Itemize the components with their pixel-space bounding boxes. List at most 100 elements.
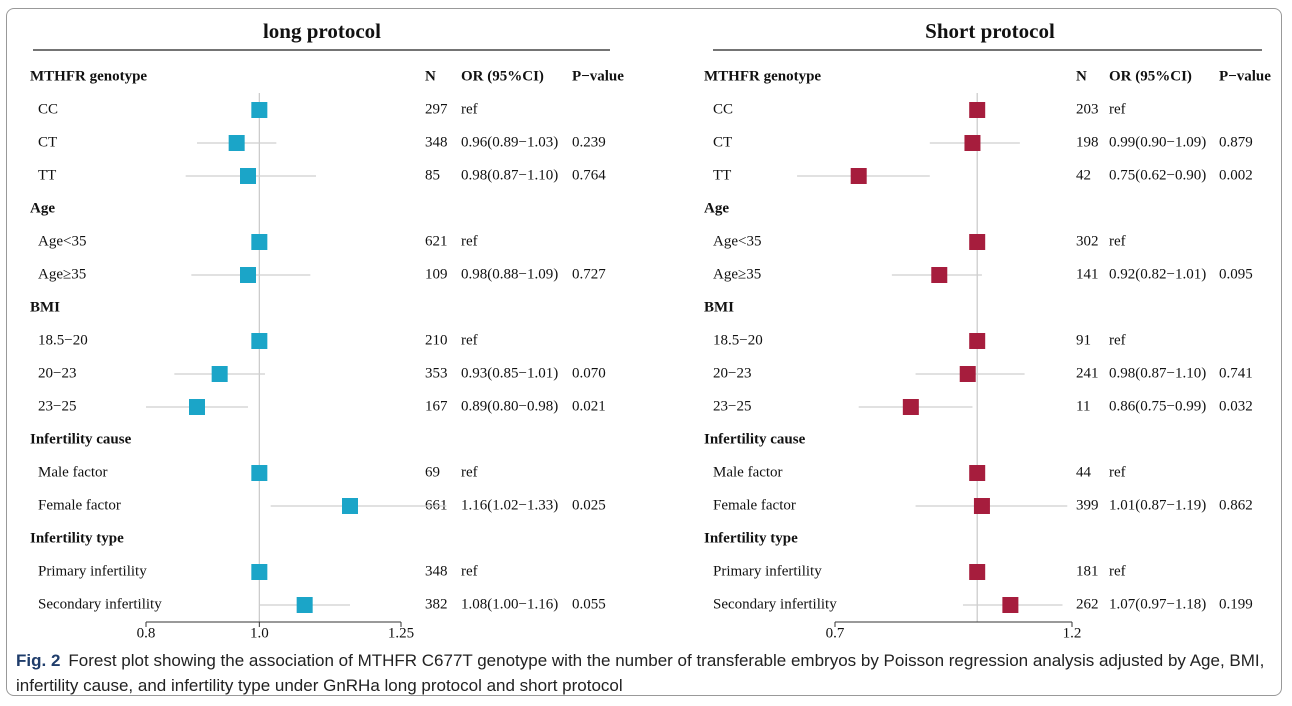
row-label: 20−23: [38, 365, 76, 381]
or-label: 1.07(0.97−1.18): [1109, 596, 1206, 612]
or-label: 0.93(0.85−1.01): [461, 365, 558, 381]
row-label: TT: [38, 167, 56, 183]
n-label: 348: [425, 134, 448, 150]
p-label: 0.032: [1219, 398, 1253, 414]
n-label: 167: [425, 398, 448, 414]
or-label: 0.92(0.82−1.01): [1109, 266, 1206, 282]
estimate: [969, 564, 986, 580]
p-label: 0.727: [572, 266, 606, 282]
x-tick-label: 1.0: [250, 625, 269, 641]
n-label: 198: [1076, 134, 1099, 150]
estimate: [969, 234, 986, 250]
caption-text: Forest plot showing the association of M…: [16, 651, 1265, 695]
x-tick-label: 1.2: [1063, 625, 1082, 641]
p-label: 0.879: [1219, 134, 1253, 150]
n-label: 141: [1076, 266, 1099, 282]
row-label: Primary infertility: [38, 563, 147, 579]
row-label: Age≥35: [713, 266, 761, 282]
row-label: Female factor: [713, 497, 796, 513]
n-label: 11: [1076, 398, 1090, 414]
p-label: 0.070: [572, 365, 606, 381]
p-label: 0.025: [572, 497, 606, 513]
estimate: [850, 168, 867, 184]
row-label: 23−25: [38, 398, 76, 414]
estimate: [211, 366, 228, 382]
row-label: Secondary infertility: [38, 596, 162, 612]
n-label: 297: [425, 101, 448, 117]
x-tick-label: 1.25: [388, 625, 414, 641]
row-label: CT: [713, 134, 732, 150]
estimate: [902, 399, 919, 415]
or-label: ref: [461, 233, 478, 249]
or-label: 0.98(0.87−1.10): [1109, 365, 1206, 381]
row-label: 23−25: [713, 398, 751, 414]
estimate: [931, 267, 948, 283]
column-header: N: [1076, 68, 1087, 84]
row-label: Female factor: [38, 497, 121, 513]
n-label: 399: [1076, 497, 1099, 513]
estimate: [240, 168, 256, 184]
n-label: 210: [425, 332, 448, 348]
n-label: 44: [1076, 464, 1092, 480]
or-label: 0.96(0.89−1.03): [461, 134, 558, 150]
estimate: [251, 102, 268, 118]
or-label: ref: [461, 563, 478, 579]
p-label: 0.764: [572, 167, 606, 183]
column-header: N: [425, 68, 436, 84]
n-label: 241: [1076, 365, 1099, 381]
or-label: 0.86(0.75−0.99): [1109, 398, 1206, 414]
n-label: 382: [425, 596, 448, 612]
row-label: Age<35: [38, 233, 86, 249]
estimate: [959, 366, 976, 382]
estimate: [973, 498, 990, 514]
n-label: 348: [425, 563, 448, 579]
n-label: 621: [425, 233, 448, 249]
estimate: [969, 102, 986, 118]
group-label: Infertility cause: [704, 431, 806, 447]
panel-title: long protocol: [263, 19, 381, 43]
estimate: [251, 333, 268, 349]
estimate: [1002, 597, 1019, 613]
group-label: BMI: [30, 299, 60, 315]
n-label: 69: [425, 464, 440, 480]
n-label: 302: [1076, 233, 1099, 249]
row-label: Male factor: [713, 464, 783, 480]
or-label: ref: [461, 101, 478, 117]
row-label: Age<35: [713, 233, 761, 249]
row-label: Primary infertility: [713, 563, 822, 579]
n-label: 262: [1076, 596, 1099, 612]
group-label: Infertility type: [30, 530, 124, 546]
n-label: 42: [1076, 167, 1091, 183]
n-label: 181: [1076, 563, 1099, 579]
estimate: [251, 465, 268, 481]
p-label: 0.055: [572, 596, 606, 612]
p-label: 0.002: [1219, 167, 1253, 183]
estimate: [251, 234, 268, 250]
panel-title: Short protocol: [925, 19, 1055, 43]
estimate: [228, 135, 245, 151]
or-label: 0.99(0.90−1.09): [1109, 134, 1206, 150]
estimate: [189, 399, 205, 415]
n-label: 203: [1076, 101, 1099, 117]
or-label: 1.16(1.02−1.33): [461, 497, 558, 513]
row-label: CT: [38, 134, 57, 150]
row-label: Age≥35: [38, 266, 86, 282]
or-label: ref: [1109, 101, 1126, 117]
or-label: 1.01(0.87−1.19): [1109, 497, 1206, 513]
group-label: Infertility type: [704, 530, 798, 546]
p-label: 0.862: [1219, 497, 1253, 513]
n-label: 85: [425, 167, 440, 183]
estimate: [342, 498, 358, 514]
or-label: ref: [1109, 464, 1126, 480]
estimate: [296, 597, 313, 613]
column-header: OR (95%CI): [461, 68, 544, 84]
or-label: ref: [461, 464, 478, 480]
estimate: [240, 267, 256, 283]
column-header: OR (95%CI): [1109, 68, 1192, 84]
p-label: 0.095: [1219, 266, 1253, 282]
row-label: Male factor: [38, 464, 108, 480]
or-label: ref: [1109, 332, 1126, 348]
row-label: 18.5−20: [713, 332, 763, 348]
group-label: Age: [704, 200, 729, 216]
